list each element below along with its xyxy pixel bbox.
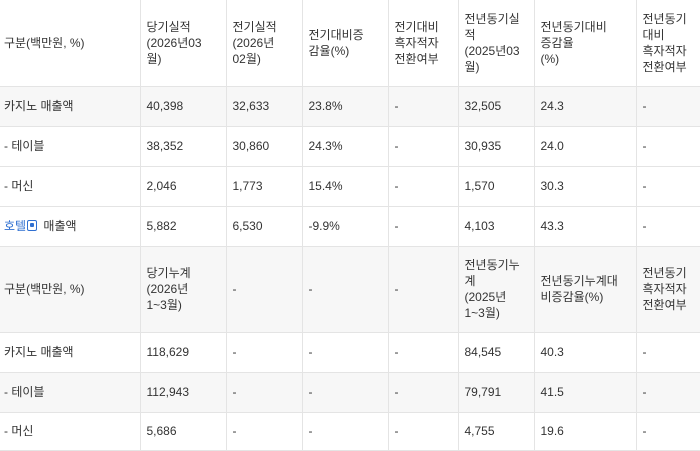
table-row: 호텔 매출액 5,882 6,530 -9.9% - 4,103 43.3 - [0,206,700,247]
table-cell: - [636,206,700,247]
header-cell: 전기대비 흑자적자 전환여부 [388,0,459,87]
table-cell: - [388,126,459,167]
header-cell: 전년동기대비 증감율 (%) [534,0,637,87]
table-cell: 4,103 [458,206,535,247]
table-cell: - [388,166,459,207]
table-cell: 32,633 [226,86,303,127]
row-label: 카지노 매출액 [0,332,141,373]
table-cell: - [302,412,389,451]
table-cell: 30.3 [534,166,637,207]
table-cell: - [226,372,303,413]
link-icon[interactable] [27,220,38,231]
table-cell: 24.3 [534,86,637,127]
table-cell: 118,629 [140,332,227,373]
table-cell: - [636,372,700,413]
table-cell: 41.5 [534,372,637,413]
table-cell: - [302,372,389,413]
header-row: 구분(백만원, %) 당기실적 (2026년03 월) 전기실적 (2026년 … [0,0,700,87]
row-label: - 머신 [0,412,141,451]
table-row: - 테이블 38,352 30,860 24.3% - 30,935 24.0 … [0,126,700,167]
table-cell: - [302,332,389,373]
table-cell: 32,505 [458,86,535,127]
table-cell: 30,935 [458,126,535,167]
header-cell: 전년동기누계대 비증감율(%) [534,246,637,333]
table-row: - 머신 2,046 1,773 15.4% - 1,570 30.3 - [0,166,700,207]
header-cell: 전년동기실 적 (2025년03 월) [458,0,535,87]
hotel-link[interactable]: 호텔 [4,219,27,233]
table-cell: 15.4% [302,166,389,207]
table-cell: - [226,332,303,373]
header-cell: - [388,246,459,333]
table-cell: 4,755 [458,412,535,451]
table-cell: 5,882 [140,206,227,247]
table-cell: - [388,332,459,373]
table-cell: -9.9% [302,206,389,247]
table-cell: 38,352 [140,126,227,167]
table-row: - 테이블 112,943 - - - 79,791 41.5 - [0,372,700,413]
header-cell: - [226,246,303,333]
table-row: 카지노 매출액 40,398 32,633 23.8% - 32,505 24.… [0,86,700,127]
header-cell: 전기실적 (2026년 02월) [226,0,303,87]
table-cell: - [636,166,700,207]
table-cell: 40,398 [140,86,227,127]
table-cell: 2,046 [140,166,227,207]
table-cell: - [636,126,700,167]
header-cell: 전년동기누 계 (2025년 1~3월) [458,246,535,333]
table-cell: 19.6 [534,412,637,451]
hotel-label-suffix: 매출액 [40,219,77,233]
table-cell: 23.8% [302,86,389,127]
table-cell: 43.3 [534,206,637,247]
header-cell: 당기누계 (2026년 1~3월) [140,246,227,333]
table-cell: - [388,206,459,247]
header-row: 구분(백만원, %) 당기누계 (2026년 1~3월) - - - 전년동기누… [0,246,700,333]
row-label-hotel: 호텔 매출액 [0,206,141,247]
table-cell: - [636,412,700,451]
header-cell: 전기대비증 감율(%) [302,0,389,87]
header-cell: 구분(백만원, %) [0,246,141,333]
table-cell: 112,943 [140,372,227,413]
table-cell: 84,545 [458,332,535,373]
header-cell: - [302,246,389,333]
table-row: 카지노 매출액 118,629 - - - 84,545 40.3 - [0,332,700,373]
table-cell: 6,530 [226,206,303,247]
row-label: - 테이블 [0,126,141,167]
table-cell: - [388,86,459,127]
table-cell: - [636,332,700,373]
row-label: - 머신 [0,166,141,207]
header-cell: 구분(백만원, %) [0,0,141,87]
table-cell: - [388,412,459,451]
table-cell: 40.3 [534,332,637,373]
header-cell: 당기실적 (2026년03 월) [140,0,227,87]
table-cell: 5,686 [140,412,227,451]
table-cell: 24.0 [534,126,637,167]
table-cell: 1,773 [226,166,303,207]
row-label: - 테이블 [0,372,141,413]
table-cell: 24.3% [302,126,389,167]
table-cell: 30,860 [226,126,303,167]
header-cell: 전년동기 대비 흑자적자 전환여부 [636,0,700,87]
row-label: 카지노 매출액 [0,86,141,127]
header-cell: 전년동기 흑자적자 전환여부 [636,246,700,333]
table-cell: 79,791 [458,372,535,413]
table-row: - 머신 5,686 - - - 4,755 19.6 - [0,412,700,451]
table-cell: - [388,372,459,413]
table-cell: - [226,412,303,451]
table-cell: 1,570 [458,166,535,207]
table-cell: - [636,86,700,127]
